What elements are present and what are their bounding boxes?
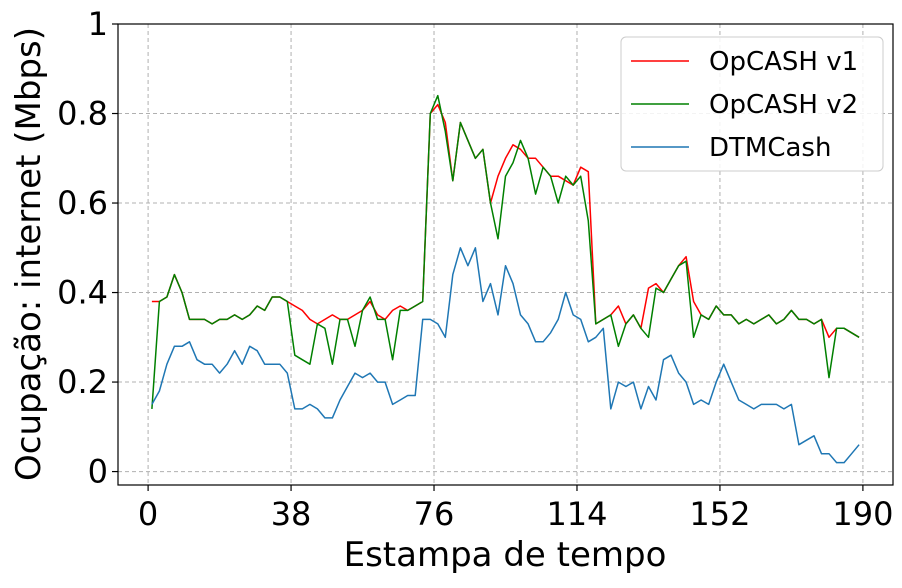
x-tick-label: 38 [271, 495, 312, 533]
x-tick-label: 76 [414, 495, 455, 533]
series-line-dtmcash [151, 247, 860, 464]
legend-label: OpCASH v2 [709, 90, 858, 120]
legend-label: OpCASH v1 [709, 47, 858, 77]
x-tick-label: 0 [138, 495, 158, 533]
y-tick-label: 0.8 [57, 95, 108, 133]
x-tick-label: 190 [832, 495, 893, 533]
legend-label: DTMCash [709, 133, 831, 163]
legend-box [620, 36, 884, 172]
y-tick-label: 1 [88, 5, 108, 43]
y-tick-label: 0.2 [57, 363, 108, 401]
series-lines [151, 94, 860, 464]
legend: OpCASH v1 OpCASH v2 DTMCash [620, 36, 884, 172]
x-tick-label: 152 [689, 495, 750, 533]
plot-frame [117, 23, 894, 486]
axis-ticks: 0 38 76 114 152 190 0 0.2 0.4 0.6 0.8 1 [57, 5, 893, 533]
series-line-opcash-v2 [151, 94, 860, 409]
y-axis-title: Ocupação: internet (Mbps) [9, 27, 49, 481]
x-axis-title: Estampa de tempo [344, 535, 667, 575]
y-tick-label: 0.6 [57, 184, 108, 222]
x-tick-label: 114 [546, 495, 607, 533]
y-tick-label: 0 [88, 453, 108, 491]
y-tick-label: 0.4 [57, 274, 108, 312]
